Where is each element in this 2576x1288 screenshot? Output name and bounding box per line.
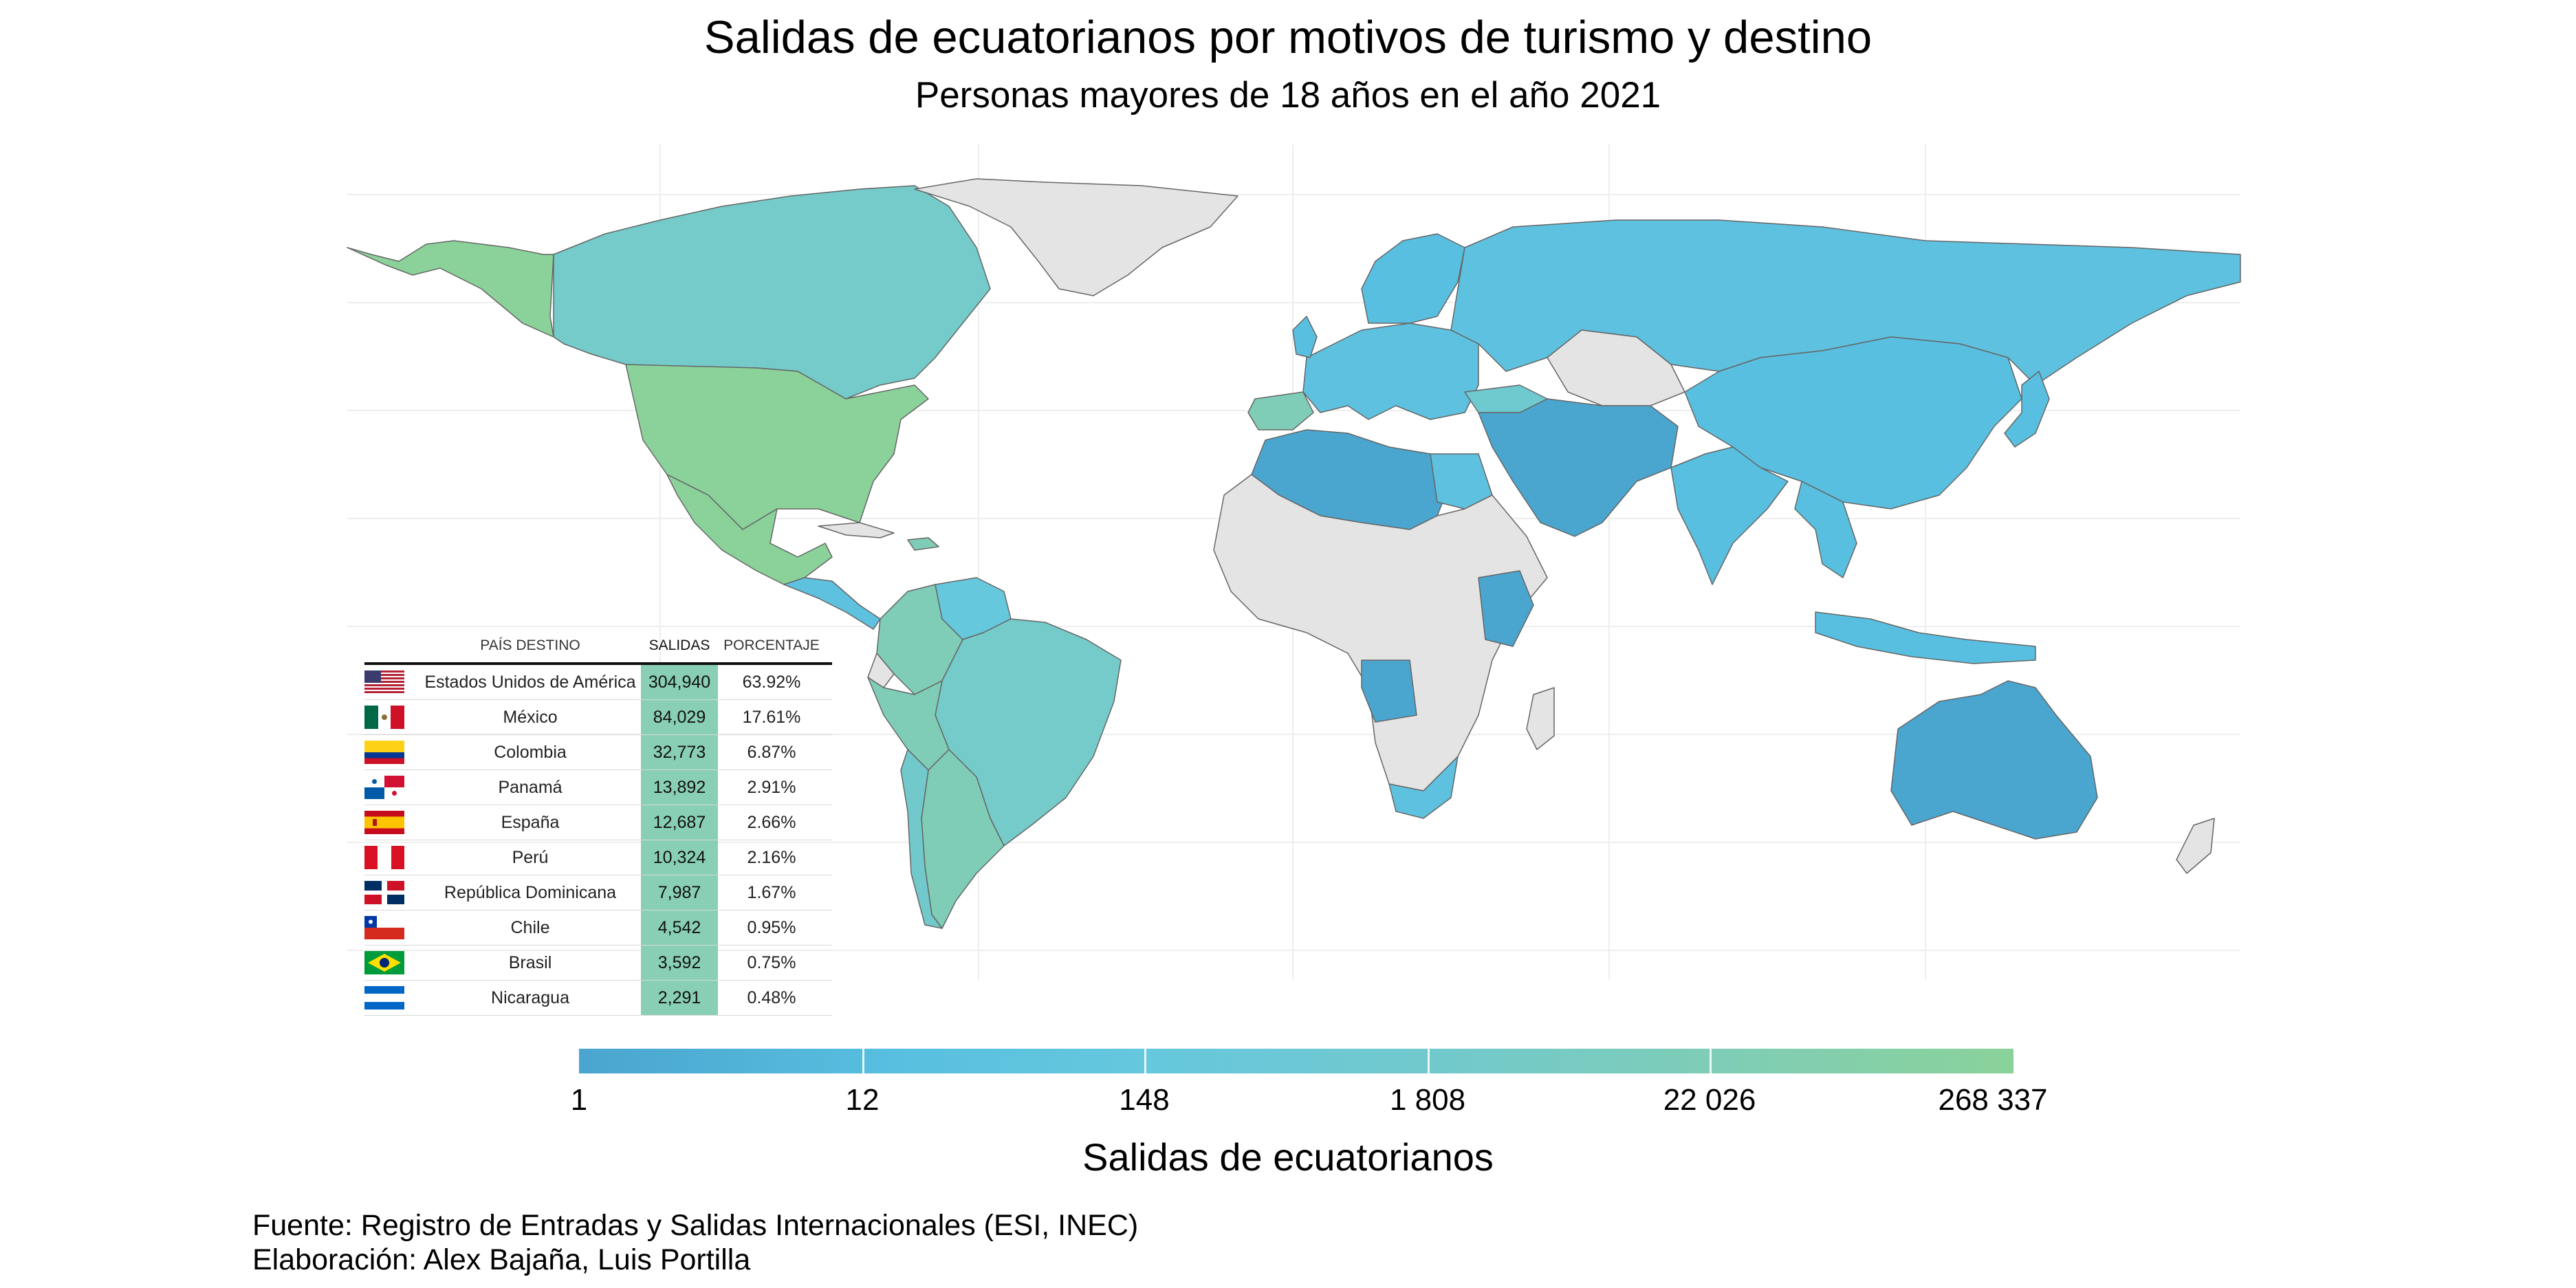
row-porcentaje: 17.61% bbox=[742, 707, 801, 727]
country-australia bbox=[1890, 680, 2098, 840]
mexico-flag-icon bbox=[364, 706, 404, 729]
country-dominican-republic bbox=[907, 537, 939, 551]
row-salidas: 2,291 bbox=[641, 981, 718, 1015]
row-country: República Dominicana bbox=[444, 882, 617, 902]
brazil-flag-icon bbox=[364, 951, 404, 974]
caption-source: Fuente: Registro de Entradas y Salidas I… bbox=[252, 1209, 1139, 1242]
region-middle-east bbox=[1478, 398, 1679, 537]
table-row: Chile 4,542 0.95% bbox=[364, 910, 832, 946]
top-destinations-table: PAÍS DESTINO SALIDAS PORCENTAJE Estados … bbox=[364, 629, 832, 1016]
legend-tick-mark bbox=[862, 1049, 864, 1073]
country-uk bbox=[1292, 316, 1318, 358]
country-cuba bbox=[818, 522, 895, 538]
row-porcentaje: 2.91% bbox=[747, 777, 796, 797]
row-porcentaje: 1.67% bbox=[747, 882, 796, 902]
legend-color-bar bbox=[579, 1049, 2013, 1073]
row-salidas: 304,940 bbox=[641, 665, 718, 699]
table-row: Perú 10,324 2.16% bbox=[364, 840, 832, 875]
row-porcentaje: 2.66% bbox=[747, 812, 796, 832]
country-canada bbox=[553, 185, 991, 400]
row-salidas: 12,687 bbox=[641, 805, 718, 840]
row-country: España bbox=[501, 812, 560, 832]
region-europe bbox=[1302, 323, 1479, 420]
table-row: Panamá 13,892 2.91% bbox=[364, 770, 832, 805]
table-row: Colombia 32,773 6.87% bbox=[364, 735, 832, 770]
colombia-flag-icon bbox=[364, 741, 404, 764]
legend-tick-label: 148 bbox=[1119, 1083, 1170, 1117]
country-kenya bbox=[1478, 570, 1534, 647]
nicaragua-flag-icon bbox=[364, 986, 404, 1009]
table-row: República Dominicana 7,987 1.67% bbox=[364, 875, 832, 910]
chile-flag-icon bbox=[364, 916, 404, 939]
map-subtitle: Personas mayores de 18 años en el año 20… bbox=[915, 75, 1661, 116]
legend-tick-label: 22 026 bbox=[1663, 1083, 1756, 1117]
country-greenland bbox=[914, 178, 1238, 296]
country-new-zealand bbox=[2176, 818, 2215, 874]
country-south-africa bbox=[1388, 756, 1459, 819]
row-salidas: 4,542 bbox=[641, 910, 718, 945]
row-salidas: 32,773 bbox=[641, 735, 718, 769]
legend-tick-mark bbox=[1428, 1049, 1430, 1073]
row-salidas: 3,592 bbox=[641, 946, 718, 980]
row-country: México bbox=[503, 707, 558, 727]
row-country: Chile bbox=[510, 917, 550, 937]
row-country: Panamá bbox=[498, 777, 563, 797]
row-porcentaje: 6.87% bbox=[747, 742, 796, 762]
country-madagascar bbox=[1526, 687, 1555, 750]
panama-flag-icon bbox=[364, 776, 404, 799]
row-salidas: 10,324 bbox=[641, 840, 718, 875]
usa-flag-icon bbox=[364, 670, 404, 694]
table-row: Estados Unidos de América 304,940 63.92% bbox=[364, 665, 832, 700]
row-country: Estados Unidos de América bbox=[424, 672, 636, 692]
dominican-republic-flag-icon bbox=[364, 881, 404, 904]
row-country: Nicaragua bbox=[491, 987, 569, 1007]
row-porcentaje: 0.48% bbox=[747, 987, 796, 1007]
country-chile bbox=[900, 749, 943, 929]
country-spain bbox=[1247, 391, 1314, 430]
spain-flag-icon bbox=[364, 811, 404, 834]
country-india bbox=[1670, 446, 1789, 585]
country-central-america bbox=[783, 577, 881, 630]
country-alaska bbox=[347, 240, 554, 338]
row-salidas: 7,987 bbox=[641, 875, 718, 910]
region-africa bbox=[1213, 474, 1548, 792]
legend-title: Salidas de ecuatorianos bbox=[1082, 1135, 1494, 1179]
legend-tick-mark bbox=[1144, 1049, 1146, 1073]
header-porcentaje: PORCENTAJE bbox=[723, 637, 820, 653]
legend-tick-label: 1 bbox=[570, 1083, 588, 1117]
legend-tick-label: 1 808 bbox=[1389, 1083, 1466, 1117]
table-header: PAÍS DESTINO SALIDAS PORCENTAJE bbox=[364, 629, 832, 665]
table-row: España 12,687 2.66% bbox=[364, 805, 832, 840]
row-porcentaje: 63.92% bbox=[742, 672, 801, 692]
row-country: Colombia bbox=[494, 742, 567, 762]
region-scandinavia bbox=[1361, 233, 1465, 324]
legend-tick-mark bbox=[1710, 1049, 1712, 1073]
legend-tick-label: 12 bbox=[845, 1083, 880, 1117]
legend-tick-label: 268 337 bbox=[1938, 1083, 2048, 1117]
row-salidas: 13,892 bbox=[641, 770, 718, 805]
row-porcentaje: 0.95% bbox=[747, 917, 796, 937]
country-usa bbox=[625, 364, 929, 530]
row-country: Perú bbox=[512, 847, 549, 867]
caption-credits: Elaboración: Alex Bajaña, Luis Portilla bbox=[252, 1243, 751, 1276]
table-row: Nicaragua 2,291 0.48% bbox=[364, 981, 832, 1016]
region-southeast-asia bbox=[1794, 481, 1857, 578]
map-title: Salidas de ecuatorianos por motivos de t… bbox=[703, 12, 1873, 63]
peru-flag-icon bbox=[364, 846, 404, 869]
row-salidas: 84,029 bbox=[641, 700, 718, 734]
table-row: Brasil 3,592 0.75% bbox=[364, 946, 832, 981]
row-country: Brasil bbox=[508, 952, 552, 972]
country-indonesia bbox=[1815, 611, 2036, 664]
header-salidas: SALIDAS bbox=[648, 637, 710, 653]
header-pais-destino: PAÍS DESTINO bbox=[480, 637, 580, 653]
country-angola bbox=[1361, 659, 1417, 723]
country-peru bbox=[867, 677, 950, 771]
row-porcentaje: 0.75% bbox=[747, 952, 796, 972]
country-japan bbox=[2004, 371, 2050, 448]
country-mexico bbox=[666, 474, 833, 585]
table-row: México 84,029 17.61% bbox=[364, 700, 832, 735]
row-porcentaje: 2.16% bbox=[747, 847, 796, 867]
